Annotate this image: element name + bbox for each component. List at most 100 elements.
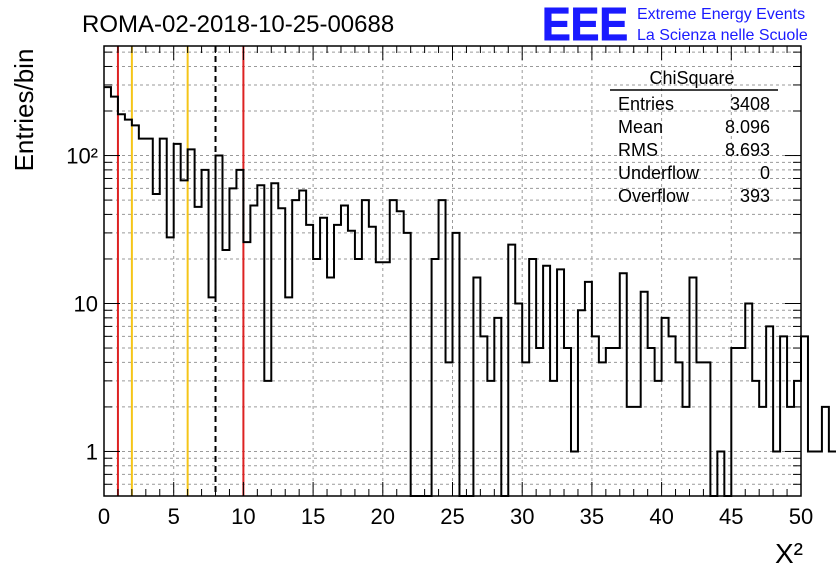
histogram-bin <box>278 208 285 496</box>
histogram-bin <box>752 381 759 496</box>
histogram-bin <box>446 362 453 496</box>
histogram-bin <box>236 170 243 496</box>
histogram-bin <box>592 336 599 496</box>
x-tick-label: 45 <box>719 504 743 529</box>
histogram-bin <box>369 227 376 496</box>
histogram-bin <box>794 381 801 496</box>
histogram-bin <box>104 87 111 496</box>
histogram-bin <box>703 362 710 496</box>
x-tick-label: 5 <box>168 504 180 529</box>
axes-layer: 0 5 10 15 20 25 30 35 40 45 50 1 10 10² <box>66 46 813 529</box>
histogram-bin <box>167 237 174 496</box>
y-tick-label: 10² <box>66 144 98 169</box>
eee-logo: EEE Extreme Energy Events La Scienza nel… <box>542 0 808 50</box>
histogram-bin <box>299 191 306 496</box>
stats-row-value: 8.693 <box>725 140 770 160</box>
stats-row-label: Entries <box>618 94 674 114</box>
x-tick-label: 10 <box>231 504 255 529</box>
histogram-bin <box>195 207 202 496</box>
histogram-bin <box>453 233 460 496</box>
histogram-bin <box>487 381 494 496</box>
histogram-bin <box>585 282 592 496</box>
eee-logo-text: EEE <box>542 0 628 50</box>
histogram-bin <box>801 336 808 496</box>
y-tick-label: 1 <box>86 439 98 464</box>
histogram-bin <box>216 156 223 496</box>
stats-row-value: 3408 <box>730 94 770 114</box>
histogram-bin <box>696 362 703 496</box>
stats-row-value: 8.096 <box>725 117 770 137</box>
histogram-bin <box>522 362 529 496</box>
eee-logo-line1: Extreme Energy Events <box>637 6 805 23</box>
histogram-bin <box>229 188 236 496</box>
y-tick-label: 10 <box>74 292 98 317</box>
stats-row-label: RMS <box>618 140 658 160</box>
histogram-bin <box>264 381 271 496</box>
x-tick-label: 25 <box>440 504 464 529</box>
histogram-bin <box>669 336 676 496</box>
x-tick-label: 30 <box>510 504 534 529</box>
histogram-bin <box>348 231 355 496</box>
histogram-bin <box>780 336 787 496</box>
histogram-bin <box>181 180 188 496</box>
y-axis-label: Entries/bin <box>9 49 39 172</box>
histogram-bin <box>808 451 815 496</box>
histogram-bin <box>376 262 383 496</box>
histogram-bin <box>829 451 836 496</box>
x-tick-label: 35 <box>580 504 604 529</box>
histogram-bin <box>397 211 404 496</box>
histogram-bin <box>153 194 160 496</box>
histogram-bin <box>111 97 118 496</box>
histogram-bin <box>480 336 487 496</box>
histogram-bin <box>620 273 627 496</box>
histogram-bin <box>599 362 606 496</box>
histogram-bin <box>550 381 557 496</box>
histogram-bin <box>341 205 348 496</box>
x-tick-label: 20 <box>371 504 395 529</box>
stats-row-value: 393 <box>740 186 770 206</box>
histogram-bin <box>648 348 655 496</box>
histogram-bin <box>676 362 683 496</box>
stats-row-label: Overflow <box>618 186 690 206</box>
histogram-bin <box>613 348 620 496</box>
stats-box: ChiSquare Entries 3408 Mean 8.096 RMS 8.693 Un… <box>610 68 778 206</box>
histogram-bin <box>529 259 536 496</box>
stats-title: ChiSquare <box>649 68 734 88</box>
x-tick-label: 15 <box>301 504 325 529</box>
chart-title: ROMA-02-2018-10-25-00688 <box>82 11 394 38</box>
histogram-bin <box>202 170 209 496</box>
histogram-bin <box>250 205 257 496</box>
histogram-bin <box>188 149 195 496</box>
histogram-bin <box>404 233 411 496</box>
stats-row-value: 0 <box>760 163 770 183</box>
histogram-bin <box>355 259 362 496</box>
histogram-bin <box>655 381 662 496</box>
histogram-bin <box>118 114 125 496</box>
x-tick-label: 40 <box>649 504 673 529</box>
histogram-bin <box>606 348 613 496</box>
reference-lines-layer <box>118 46 243 496</box>
histogram-bin <box>731 348 738 496</box>
histogram-bin <box>174 144 181 496</box>
stats-row-label: Mean <box>618 117 663 137</box>
histogram-bin <box>257 185 264 496</box>
histogram-bin <box>738 348 745 496</box>
stats-row-label: Underflow <box>618 163 700 183</box>
histogram-bin <box>564 348 571 496</box>
histogram-bin <box>822 407 829 496</box>
histogram-bin <box>815 451 822 496</box>
x-tick-label: 50 <box>789 504 813 529</box>
histogram-bin <box>536 348 543 496</box>
histogram-bin <box>515 304 522 496</box>
histogram-bin <box>766 326 773 496</box>
x-axis-label: X² <box>775 538 803 569</box>
histogram-bin <box>432 259 439 496</box>
histogram-bin <box>306 225 313 496</box>
histogram-bin <box>578 310 585 496</box>
histogram-bin <box>125 120 132 496</box>
histogram-bin <box>271 183 278 496</box>
histogram-bin <box>222 250 229 496</box>
histogram-bin <box>313 259 320 496</box>
